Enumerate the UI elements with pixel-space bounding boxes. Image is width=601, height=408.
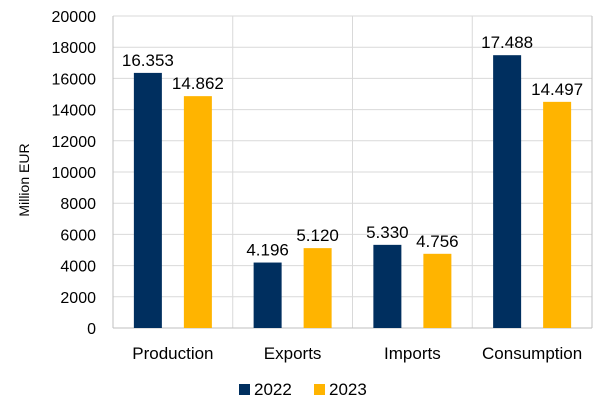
y-tick-label: 10000 — [52, 165, 97, 182]
y-tick-label: 8000 — [60, 196, 96, 213]
bar-2023-exports — [303, 248, 332, 328]
bar-2022-imports — [373, 244, 402, 328]
x-category-label: Production — [132, 344, 213, 363]
x-category-label: Exports — [264, 344, 322, 363]
y-tick-label: 16000 — [52, 71, 97, 88]
data-label: 4.196 — [246, 241, 289, 260]
bar-2023-consumption — [543, 101, 572, 328]
y-axis-tick-labels: 0 2000 4000 6000 8000 10000 12000 14000 16000 180… — [52, 9, 97, 338]
data-label: 4.756 — [416, 232, 459, 251]
x-category-label: Consumption — [482, 344, 582, 363]
data-label: 17.488 — [481, 33, 533, 52]
data-label: 5.330 — [366, 223, 409, 242]
legend-swatch-2022 — [239, 384, 250, 395]
y-tick-label: 2000 — [60, 290, 96, 307]
y-axis-label: Million EUR — [16, 143, 32, 216]
legend-label: 2023 — [329, 380, 367, 399]
bar-2022-production — [133, 72, 162, 328]
data-labels: 16.353 14.862 4.196 5.120 5.330 4.756 17.488 14… — [122, 33, 583, 259]
bar-2023-imports — [423, 253, 452, 328]
legend: 2022 2023 — [239, 380, 367, 399]
data-label: 5.120 — [296, 226, 339, 245]
y-tick-label: 0 — [87, 321, 96, 338]
data-label: 16.353 — [122, 51, 174, 70]
bar-2023-production — [183, 96, 212, 328]
y-tick-label: 12000 — [52, 134, 97, 151]
data-label: 14.497 — [531, 80, 583, 99]
legend-label: 2022 — [254, 380, 292, 399]
x-category-label: Imports — [384, 344, 441, 363]
y-tick-label: 4000 — [60, 259, 96, 276]
bar-2022-exports — [253, 262, 282, 328]
data-label: 14.862 — [172, 74, 224, 93]
y-tick-label: 6000 — [60, 227, 96, 244]
legend-swatch-2023 — [314, 384, 325, 395]
y-tick-label: 14000 — [52, 103, 97, 120]
y-tick-label: 18000 — [52, 40, 97, 57]
bars — [133, 55, 572, 329]
x-axis-category-labels: Production Exports Imports Consumption — [132, 344, 582, 363]
y-tick-label: 20000 — [52, 9, 97, 26]
bar-2022-consumption — [493, 55, 522, 329]
